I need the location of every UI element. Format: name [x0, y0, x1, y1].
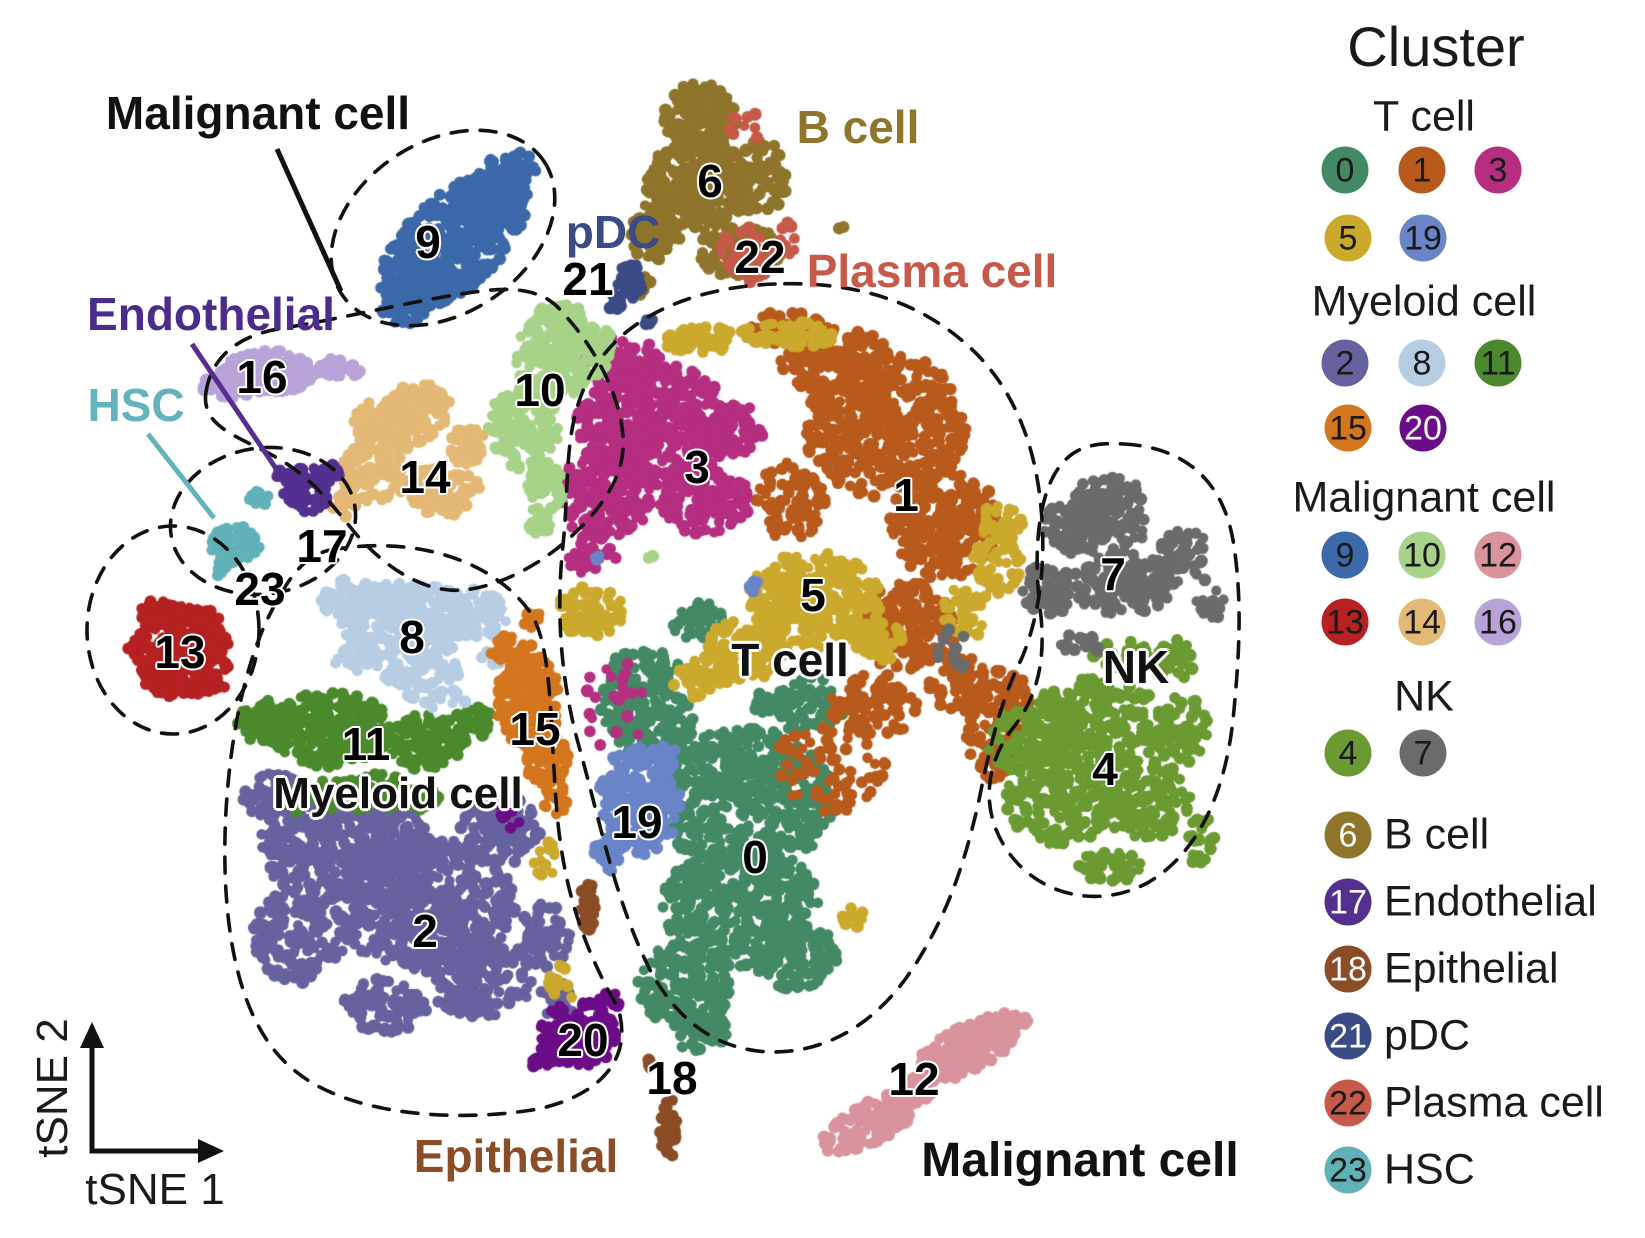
legend-chip-cluster-4: 4: [1324, 729, 1372, 777]
region-malignant-13: [85, 524, 261, 736]
annotation-malignant-cell-bottom: Malignant cell: [921, 1134, 1239, 1187]
legend-label-b-cell: B cell: [1384, 810, 1490, 859]
region-hsc-endothelial: [168, 445, 358, 597]
cluster-1-number-label: 1: [893, 469, 919, 521]
region-myeloid: [223, 543, 624, 1118]
cluster-3-number-label: 3: [684, 441, 710, 493]
cluster-0-number-label: 0: [742, 831, 768, 883]
cluster-17-number-label: 17: [296, 520, 348, 572]
legend-chip-cluster-9: 9: [1321, 531, 1369, 579]
region-malignant-9: [329, 128, 557, 328]
annotation-t-cell: T cell: [731, 634, 849, 686]
cluster-9-number-label: 9: [415, 216, 441, 268]
axis-lines: [89, 1038, 208, 1154]
legend-chip-cluster-15: 15: [1324, 404, 1372, 452]
legend-chip-cluster-1: 1: [1398, 146, 1446, 194]
hsc-pointer: [146, 432, 216, 520]
annotation-b-cell: B cell: [796, 101, 920, 153]
legend-chip-cluster-23: 23: [1324, 1146, 1372, 1194]
cluster-7-number-label: 7: [1100, 548, 1126, 600]
annotation-malignant-cell-top: Malignant cell: [105, 87, 411, 139]
legend-label-hsc: HSC: [1384, 1145, 1475, 1194]
legend-chip-cluster-17: 17: [1324, 878, 1372, 926]
legend-label-endothelial: Endothelial: [1384, 877, 1597, 926]
cluster-8-number-label: 8: [399, 611, 425, 663]
cluster-19-number-label: 19: [611, 796, 663, 848]
legend-chip-cluster-7: 7: [1399, 729, 1447, 777]
cluster-16-number-label: 16: [236, 351, 288, 403]
legend-chip-cluster-14: 14: [1398, 598, 1446, 646]
legend-group-t-cell: T cell: [1373, 92, 1475, 141]
x-axis-label: tSNE 1: [85, 1165, 225, 1214]
cluster-20-number-label: 20: [557, 1014, 609, 1066]
region-nk: [987, 441, 1241, 899]
malignant-pointer: [274, 147, 344, 293]
annotation-nk: NK: [1102, 641, 1170, 693]
legend-chip-cluster-3: 3: [1474, 146, 1522, 194]
legend-chip-cluster-16: 16: [1474, 598, 1522, 646]
legend-chip-cluster-6: 6: [1324, 811, 1372, 859]
legend-label-plasma-cell: Plasma cell: [1384, 1078, 1604, 1127]
cluster-11-number-label: 11: [341, 718, 391, 770]
region-t-cell: [558, 281, 1045, 1054]
endothelial-pointer: [189, 342, 284, 478]
legend-label-pdc: pDC: [1384, 1011, 1471, 1060]
cluster-13-number-label: 13: [154, 626, 206, 678]
annotation-pdc: pDC: [565, 206, 661, 258]
cluster-4-number-label: 4: [1092, 743, 1118, 795]
legend-chip-cluster-13: 13: [1321, 598, 1369, 646]
cluster-22-number-label: 22: [734, 231, 786, 283]
x-axis-arrowhead: [198, 1139, 224, 1163]
cluster-15-number-label: 15: [509, 703, 561, 755]
legend-title: Cluster: [1347, 15, 1525, 78]
annotation-hsc: HSC: [87, 379, 185, 431]
legend-chip-cluster-20: 20: [1399, 404, 1447, 452]
annotation-myeloid-cell: Myeloid cell: [273, 769, 523, 818]
cluster-6-number-label: 6: [697, 155, 723, 207]
y-axis-arrowhead: [80, 1022, 104, 1048]
region-malignant-10-14-16: [203, 287, 626, 593]
annotation-plasma-cell: Plasma cell: [806, 245, 1058, 297]
cluster-21-number-label: 21: [562, 253, 614, 305]
cluster-2-number-label: 2: [412, 905, 438, 957]
cluster-12-number-label: 12: [888, 1053, 940, 1105]
y-axis-label: tSNE 2: [28, 1018, 77, 1158]
cluster-18-number-label: 18: [646, 1052, 698, 1104]
legend-chip-cluster-10: 10: [1398, 531, 1446, 579]
legend-chip-cluster-2: 2: [1321, 339, 1369, 387]
legend-chip-cluster-21: 21: [1324, 1012, 1372, 1060]
legend-group-nk: NK: [1394, 672, 1454, 721]
legend-chip-cluster-8: 8: [1398, 339, 1446, 387]
legend-group-malignant-cell: Malignant cell: [1292, 473, 1556, 522]
legend-chip-cluster-5: 5: [1324, 214, 1372, 262]
legend-chip-cluster-18: 18: [1324, 945, 1372, 993]
annotation-epithelial: Epithelial: [413, 1130, 619, 1182]
legend-label-epithelial: Epithelial: [1384, 944, 1559, 993]
cluster-5-number-label: 5: [800, 569, 826, 621]
legend-chip-cluster-0: 0: [1321, 146, 1369, 194]
legend-chip-cluster-12: 12: [1474, 531, 1522, 579]
annotation-endothelial: Endothelial: [87, 288, 335, 340]
legend-chip-cluster-22: 22: [1324, 1079, 1372, 1127]
cluster-10-number-label: 10: [514, 364, 566, 416]
legend-chip-cluster-11: 11: [1474, 339, 1522, 387]
legend-group-myeloid-cell: Myeloid cell: [1311, 277, 1537, 326]
cluster-23-number-label: 23: [234, 563, 286, 615]
cluster-14-number-label: 14: [399, 451, 451, 503]
legend-chip-cluster-19: 19: [1399, 214, 1447, 262]
